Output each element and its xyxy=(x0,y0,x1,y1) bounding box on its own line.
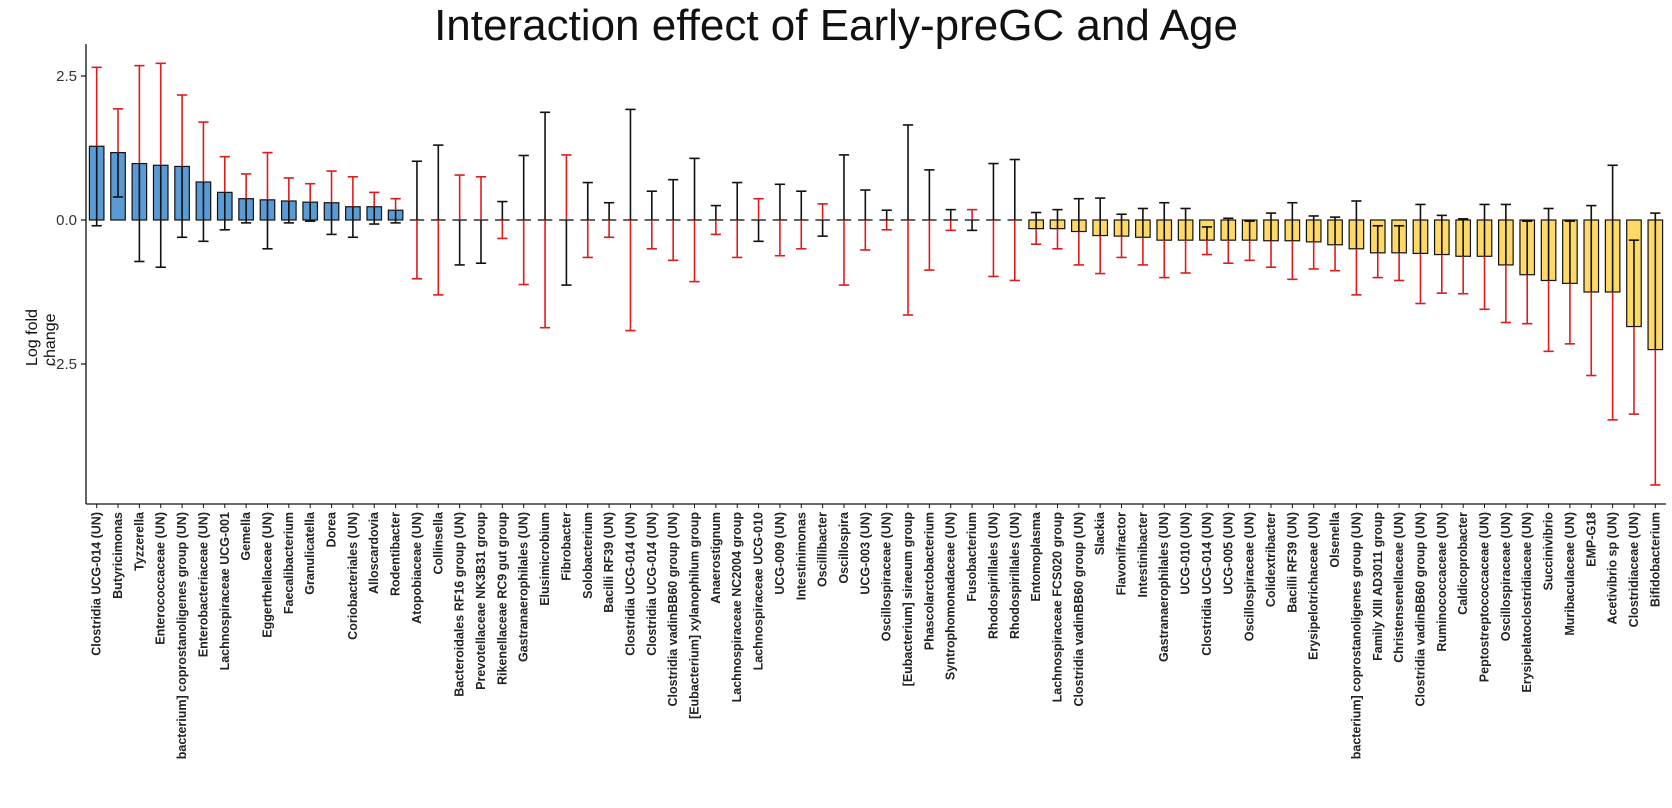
x-tick-label: Bacteroidales RF16 group (UN) xyxy=(453,512,467,697)
x-tick-label: bacterium] coprostanoligenes group (UN) xyxy=(1349,512,1363,759)
x-tick-label: Fibrobacter xyxy=(559,512,573,581)
x-tick-label: Solobacterium xyxy=(581,512,595,599)
x-tick-label: Lachnospiraceae UCG-010 xyxy=(752,512,766,670)
x-tick-label: Clostridia vadinBB60 group (UN) xyxy=(666,512,680,706)
x-tick-label: Alloscardovia xyxy=(367,511,381,594)
x-tick-label: Lachnospiraceae UCG-001 xyxy=(218,512,232,670)
x-tick-label: Syntrophomonadaceae (UN) xyxy=(944,512,958,680)
x-tick-label: Oscillospiraceae (UN) xyxy=(1243,512,1257,641)
x-tick-label: Erysipelatoclostridiaceae (UN) xyxy=(1520,512,1534,693)
y-tick-label: 0.0 xyxy=(56,212,77,229)
x-tick-label: Clostridia UCG-014 (UN) xyxy=(623,512,637,656)
x-tick-label: Peptostreptococcaceae (UN) xyxy=(1478,512,1492,682)
x-tick-label: Family XIII AD3011 group xyxy=(1371,512,1385,661)
x-tick-label: Faecalibacterium xyxy=(282,512,296,614)
x-tick-label: Butyricimonas xyxy=(111,512,125,599)
x-tick-label: UCG-010 (UN) xyxy=(1179,512,1193,595)
x-tick-label: UCG-003 (UN) xyxy=(858,512,872,595)
x-tick-label: Bacilli RF39 (UN) xyxy=(602,512,616,613)
x-tick-label: Oscillospiraceae (UN) xyxy=(880,512,894,641)
y-tick-label: 2.5 xyxy=(56,68,77,85)
chart-title: Interaction effect of Early-preGC and Ag… xyxy=(434,1,1238,50)
x-tick-label: Coriobacteriales (UN) xyxy=(346,512,360,640)
x-tick-label: Muribaculaceae (UN) xyxy=(1563,512,1577,636)
x-tick-label: Clostridia vadinBB60 group (UN) xyxy=(1413,512,1427,706)
x-tick-label: Gemella xyxy=(239,511,253,561)
x-tick-label: Succinivibrio xyxy=(1542,512,1556,591)
x-tick-label: Oscillibacter xyxy=(816,512,830,587)
x-tick-label: Rikenellaceae RC9 gut group xyxy=(495,512,509,685)
x-tick-label: Enterococcaceae (UN) xyxy=(154,512,168,645)
x-tick-label: Clostridia vadinBB60 group (UN) xyxy=(1072,512,1086,706)
x-tick-label: Clostridiaceae (UN) xyxy=(1627,512,1641,627)
x-tick-label: Enterobacteriaceae (UN) xyxy=(196,512,210,657)
x-tick-label: Flavonifractor xyxy=(1115,512,1129,595)
x-tick-label: Entomoplasma xyxy=(1029,511,1043,602)
x-tick-label: Oscillospiraceae (UN) xyxy=(1499,512,1513,641)
x-tick-label: Acetivibrio sp (UN) xyxy=(1606,512,1620,625)
x-tick-label: Caldicoprobacter xyxy=(1456,512,1470,615)
x-tick-label: bacterium] coprostanoligenes group (UN) xyxy=(175,512,189,759)
x-tick-label: Rodentibacter xyxy=(389,512,403,596)
x-tick-label: Olsenella xyxy=(1328,511,1342,568)
x-tick-label: Atopobiaceae (UN) xyxy=(410,512,424,624)
x-tick-label: UCG-005 (UN) xyxy=(1221,512,1235,595)
x-tick-label: Prevotellaceae NK3B31 group xyxy=(474,512,488,690)
x-tick-label: Lachnospiraceae NC2004 group xyxy=(730,512,744,703)
x-tick-label: Collinsella xyxy=(431,511,445,575)
x-tick-label: Ruminococcaceae (UN) xyxy=(1435,512,1449,652)
x-tick-label: Gastranaerophilales (UN) xyxy=(1157,512,1171,662)
x-tick-label: EMP-G18 xyxy=(1584,512,1598,567)
x-tick-label: Anaerostignum xyxy=(709,512,723,604)
x-tick-label: Gastranaerophilales (UN) xyxy=(517,512,531,662)
x-tick-label: Oscillospira xyxy=(837,511,851,584)
x-tick-label: Rhodospirillales (UN) xyxy=(986,512,1000,639)
x-tick-label: Slackia xyxy=(1093,511,1107,555)
x-tick-label: Intestinibacter xyxy=(1136,512,1150,598)
x-tick-label: Rhodospirillales (UN) xyxy=(1008,512,1022,639)
x-tick-label: Clostridia UCG-014 (UN) xyxy=(90,512,104,656)
x-tick-label: Elusimicrobium xyxy=(538,512,552,606)
x-tick-label: Tyzzerella xyxy=(132,511,146,571)
x-tick-label: Fusobacterium xyxy=(965,512,979,602)
x-tick-label: Intestinimonas xyxy=(794,512,808,600)
x-tick-label: Erysipelotrichaceae (UN) xyxy=(1307,512,1321,660)
x-tick-label: Bifidobacterium xyxy=(1648,512,1662,607)
x-tick-label: [Eubacterium] siraeum group xyxy=(901,512,915,687)
x-tick-label: Bacilli RF39 (UN) xyxy=(1285,512,1299,613)
x-tick-label: Phascolarctobacterium xyxy=(922,512,936,650)
x-tick-label: Lachnospiraceae FCS020 group xyxy=(1050,512,1064,703)
y-tick-label: -2.5 xyxy=(51,356,77,373)
x-tick-label: Eggerthellaceae (UN) xyxy=(260,512,274,638)
x-tick-label: [Eubacterium] xylanophilum group xyxy=(688,512,702,719)
x-tick-label: UCG-009 (UN) xyxy=(773,512,787,595)
x-tick-label: Dorea xyxy=(325,511,339,547)
x-tick-label: Clostridia UCG-014 (UN) xyxy=(1200,512,1214,656)
x-tick-label: Colidextribacter xyxy=(1264,512,1278,607)
x-tick-label: Clostridia UCG-014 (UN) xyxy=(645,512,659,656)
x-tick-label: Christensenellaceae (UN) xyxy=(1392,512,1406,663)
x-tick-label: Granulicatella xyxy=(303,511,317,595)
